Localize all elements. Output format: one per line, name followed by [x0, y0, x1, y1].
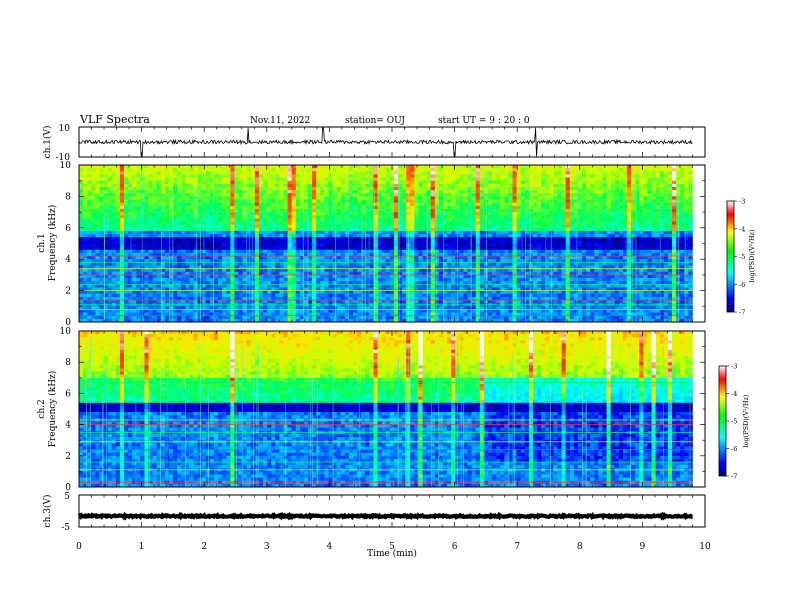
ch1-waveform-trace — [78, 127, 693, 157]
x-tick-label: 7 — [514, 542, 520, 552]
ch1-spectrogram-ylabel-channel: ch.1 — [37, 233, 47, 252]
x-axis-label: Time (min) — [367, 548, 417, 559]
x-tick-label: 8 — [577, 542, 583, 552]
ch2-colorbar: -3 -4 -5 -6 -7 log(PSD)(V²/Hz) — [718, 363, 750, 481]
ch1-spectrogram-ylabel-freq: Frequency (kHz) — [47, 205, 58, 282]
colorbar-tick-label: -3 — [739, 198, 745, 206]
freq-tick-label: 10 — [60, 327, 72, 337]
ch1-waveform-ytick-bottom: -10 — [56, 153, 71, 163]
start-time-label: start UT = 9 : 20 : 0 — [438, 116, 530, 126]
ch1-waveform-ylabel: ch.1(V) — [42, 126, 53, 159]
freq-tick-label: 0 — [65, 318, 71, 328]
figure-title: VLF Spectra — [79, 113, 150, 126]
ch1-spectrogram-panel: 0 2 4 6 8 10 ch.1 Frequency (kHz) -3 -4 -5 -6 -7 … — [37, 161, 756, 328]
ch1-waveform-ytick-top: 10 — [59, 124, 71, 134]
freq-tick-label: 0 — [65, 483, 71, 493]
x-tick-label: 0 — [76, 542, 82, 552]
x-tick-label: 1 — [139, 542, 145, 552]
freq-tick-label: 8 — [65, 358, 71, 368]
colorbar-tick-label: -7 — [739, 309, 745, 317]
freq-tick-label: 4 — [65, 255, 71, 265]
freq-tick-label: 4 — [65, 421, 71, 431]
colorbar-tick-label: -6 — [739, 281, 745, 289]
ch3-waveform-trace — [77, 511, 694, 521]
ch3-waveform-ytick-top: 5 — [64, 492, 70, 502]
ch2-spectrogram-ylabel-freq: Frequency (kHz) — [47, 371, 58, 448]
colorbar-tick-label: -7 — [731, 473, 737, 481]
ch2-spectrogram-ylabel-channel: ch.2 — [37, 399, 47, 418]
freq-tick-label: 6 — [65, 389, 71, 399]
ch1-spectrogram-image — [79, 165, 693, 323]
x-axis-tick-labels: 0 1 2 3 4 5 6 7 8 9 10 — [76, 542, 711, 552]
colorbar-tick-label: -6 — [731, 445, 737, 453]
freq-tick-label: 2 — [65, 287, 71, 297]
x-tick-label: 2 — [201, 542, 207, 552]
ch3-waveform-panel: 5 -5 ch.3(V) — [42, 492, 706, 533]
colorbar-tick-label: -5 — [739, 253, 745, 261]
x-tick-label: 9 — [640, 542, 646, 552]
x-tick-label: 5 — [389, 542, 395, 552]
colorbar-tick-label: -4 — [739, 225, 745, 233]
x-tick-label: 6 — [452, 542, 458, 552]
ch2-colorbar-label: log(PSD)(V²/Hz) — [742, 394, 750, 447]
ch1-colorbar-label: log(PSD)(V²/Hz) — [748, 229, 756, 282]
x-tick-label: 4 — [327, 542, 333, 552]
ch1-waveform-panel: 10 -10 ch.1(V) — [42, 124, 706, 163]
freq-tick-label: 10 — [60, 161, 72, 171]
colorbar-tick-label: -5 — [731, 418, 737, 426]
ch2-spectrogram-image — [79, 331, 693, 488]
x-tick-label: 3 — [264, 542, 270, 552]
station-label: station= OUJ — [345, 116, 405, 126]
freq-tick-label: 6 — [65, 224, 71, 234]
x-tick-label: 10 — [699, 542, 711, 552]
colorbar-tick-label: -4 — [731, 390, 737, 398]
colorbar-tick-label: -3 — [731, 363, 737, 371]
freq-tick-label: 2 — [65, 452, 71, 462]
ch3-waveform-ylabel: ch.3(V) — [42, 495, 53, 528]
ch2-spectrogram-panel: 0 2 4 6 8 10 ch.2 Frequency (kHz) -3 -4 -5 -6 -7 … — [37, 327, 750, 493]
ch1-colorbar: -3 -4 -5 -6 -7 log(PSD)(V²/Hz) — [726, 198, 756, 317]
freq-tick-label: 8 — [65, 192, 71, 202]
date-label: Nov.11, 2022 — [250, 116, 310, 126]
ch3-waveform-ytick-bottom: -5 — [61, 523, 70, 533]
